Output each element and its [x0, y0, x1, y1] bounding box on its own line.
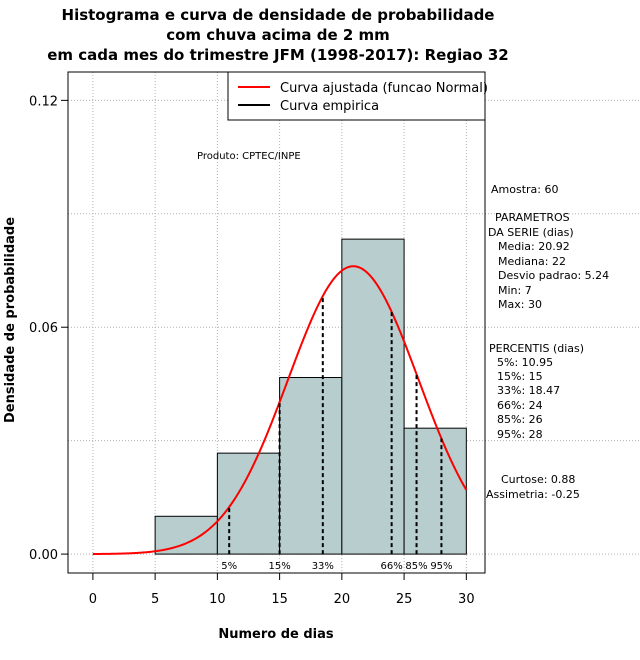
stat-line-8: Max: 30 — [498, 298, 542, 311]
title-line-1: Histograma e curva de densidade de proba… — [62, 6, 495, 24]
legend-box — [227, 71, 486, 121]
stat-line-4: Media: 20.92 — [498, 240, 570, 253]
stat-line-9: PERCENTIS (dias) — [489, 342, 584, 355]
x-axis-label: Numero de dias — [218, 627, 334, 642]
product-annotation: Produto: CPTEC/INPE — [197, 151, 301, 162]
stat-line-16: Curtose: 0.88 — [501, 473, 575, 486]
percentile-label-4: 66% — [381, 561, 403, 572]
stat-line-7: Min: 7 — [498, 284, 532, 297]
legend: Curva ajustada (funcao Normal) Curva empi… — [227, 71, 488, 121]
stat-line-14: 85%: 26 — [497, 413, 543, 426]
histogram-bar-3 — [279, 377, 343, 555]
percentile-label-1: 5% — [221, 561, 237, 572]
stat-line-12: 33%: 18.47 — [497, 384, 560, 397]
stat-line-17: Assimetria: -0.25 — [486, 488, 580, 501]
title-line-2: com chuva acima de 2 mm — [166, 26, 390, 44]
stat-line-15: 95%: 28 — [497, 428, 543, 441]
y-axis-label: Densidade de probabilidade — [3, 217, 18, 423]
axes: 0 5 10 15 20 25 30 0.00 0.06 0.12 — [29, 94, 475, 607]
stat-line-11: 15%: 15 — [497, 370, 543, 383]
normal-curve-line — [92, 265, 468, 555]
percentile-label-2: 15% — [268, 561, 290, 572]
stat-line-2: PARAMETROS — [495, 211, 570, 224]
stat-line-5: Mediana: 22 — [498, 255, 566, 268]
x-tick-label-4: 20 — [334, 592, 351, 607]
x-tick-label-0: 0 — [89, 592, 97, 607]
percentile-lines: 5% 15% 33% 66% 85% 95% — [221, 296, 453, 572]
x-tick-label-3: 15 — [271, 592, 288, 607]
x-tick-label-6: 30 — [458, 592, 475, 607]
stat-line-13: 66%: 24 — [497, 399, 543, 412]
y-tick-label-2: 0.12 — [29, 94, 58, 109]
percentile-label-6: 95% — [430, 561, 452, 572]
legend-label-2: Curva empirica — [280, 99, 379, 114]
x-tick-label-2: 10 — [209, 592, 226, 607]
histogram-bar-2 — [216, 452, 281, 555]
y-tick-label-0: 0.00 — [29, 548, 58, 563]
histogram-bar-1 — [154, 515, 218, 555]
stat-line-10: 5%: 10.95 — [497, 356, 553, 369]
y-tick-label-1: 0.06 — [29, 321, 58, 336]
percentile-label-5: 85% — [405, 561, 427, 572]
stat-line-3: DA SERIE (dias) — [488, 226, 574, 239]
legend-label-1: Curva ajustada (funcao Normal) — [280, 81, 488, 96]
percentile-label-3: 33% — [312, 561, 334, 572]
x-tick-label-5: 25 — [396, 592, 413, 607]
fitted-curve — [92, 265, 468, 555]
title-line-3: em cada mes do trimestre JFM (1998-2017)… — [47, 46, 509, 64]
histogram-bar-5 — [403, 427, 467, 555]
stat-line-1: Amostra: 60 — [491, 183, 558, 196]
histogram-bars — [154, 238, 467, 555]
stat-line-6: Desvio padrao: 5.24 — [498, 269, 609, 282]
chart-title: Histograma e curva de densidade de proba… — [47, 6, 509, 64]
histogram-bar-4 — [341, 238, 405, 555]
x-tick-label-1: 5 — [151, 592, 159, 607]
